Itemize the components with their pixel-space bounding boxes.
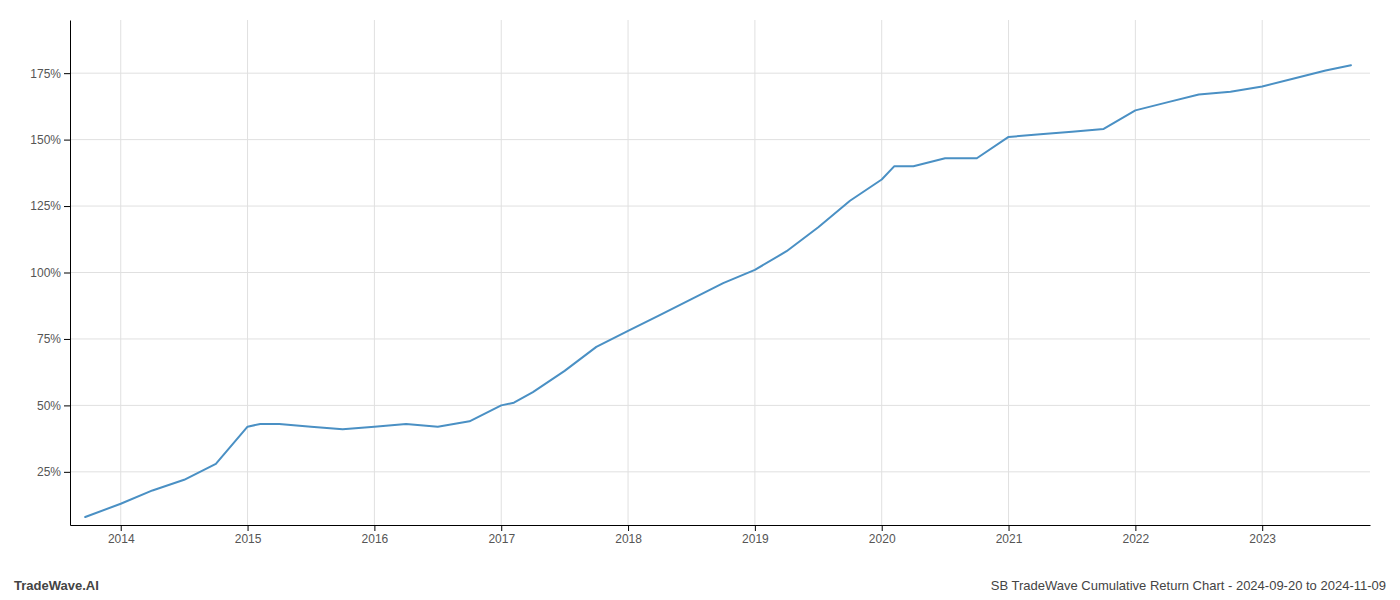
tick-mark (755, 525, 756, 531)
y-tick: 150% (30, 133, 70, 147)
line (85, 65, 1351, 517)
tick-mark (248, 525, 249, 531)
tick-label: 2018 (615, 532, 642, 546)
tick-label: 2016 (362, 532, 389, 546)
grid-line (70, 139, 1370, 140)
tick-label: 75% (37, 332, 61, 346)
tick-mark (1262, 525, 1263, 531)
x-tick: 2019 (742, 525, 769, 546)
tick-label: 2021 (996, 532, 1023, 546)
tick-mark (882, 525, 883, 531)
x-axis: 2014 2015 2016 2017 2018 2019 2020 2021 2022 2023 (71, 525, 1371, 546)
tick-label: 2017 (488, 532, 515, 546)
tick-label: 2014 (108, 532, 135, 546)
x-tick: 2014 (108, 525, 135, 546)
tick-label: 2019 (742, 532, 769, 546)
y-tick: 75% (37, 332, 70, 346)
y-tick: 25% (37, 465, 70, 479)
x-tick: 2017 (488, 525, 515, 546)
grid-line (70, 272, 1370, 273)
x-tick: 2020 (869, 525, 896, 546)
tick-label: 100% (30, 266, 61, 280)
axis-line (71, 525, 1371, 526)
tick-label: 150% (30, 133, 61, 147)
tick-mark (374, 525, 375, 531)
y-tick: 50% (37, 399, 70, 413)
tick-mark (1009, 525, 1010, 531)
y-tick: 125% (30, 199, 70, 213)
x-tick: 2023 (1249, 525, 1276, 546)
tick-mark (64, 405, 70, 406)
y-tick: 175% (30, 66, 70, 80)
tick-label: 125% (30, 199, 61, 213)
tick-label: 2015 (235, 532, 262, 546)
grid-line (70, 73, 1370, 74)
tick-mark (64, 472, 70, 473)
grid-line (70, 471, 1370, 472)
tick-mark (64, 206, 70, 207)
y-axis: 25% 50% 75% 100% 125% 150% 175% (30, 21, 70, 526)
grid-line (70, 206, 1370, 207)
tick-mark (64, 339, 70, 340)
grid-line (70, 405, 1370, 406)
plot-area (85, 65, 1351, 517)
tick-label: 2020 (869, 532, 896, 546)
x-tick: 2015 (235, 525, 262, 546)
grid (70, 20, 1370, 525)
axis-line (70, 21, 71, 526)
tick-mark (1135, 525, 1136, 531)
tick-label: 2023 (1249, 532, 1276, 546)
tick-label: 25% (37, 465, 61, 479)
tick-mark (121, 525, 122, 531)
tick-mark (64, 140, 70, 141)
tick-mark (64, 273, 70, 274)
footer-right: SB TradeWave Cumulative Return Chart - 2… (991, 578, 1386, 593)
x-tick: 2016 (362, 525, 389, 546)
tick-label: 2022 (1123, 532, 1150, 546)
x-tick: 2018 (615, 525, 642, 546)
tick-mark (628, 525, 629, 531)
tick-mark (64, 73, 70, 74)
tick-mark (501, 525, 502, 531)
chart: 2014 2015 2016 2017 2018 2019 2020 2021 2022 2023… (0, 0, 1400, 600)
tick-label: 175% (30, 66, 61, 80)
tick-label: 50% (37, 399, 61, 413)
footer-left: TradeWave.AI (14, 578, 99, 593)
x-tick: 2022 (1123, 525, 1150, 546)
x-tick: 2021 (996, 525, 1023, 546)
grid-line (70, 338, 1370, 339)
y-tick: 100% (30, 266, 70, 280)
